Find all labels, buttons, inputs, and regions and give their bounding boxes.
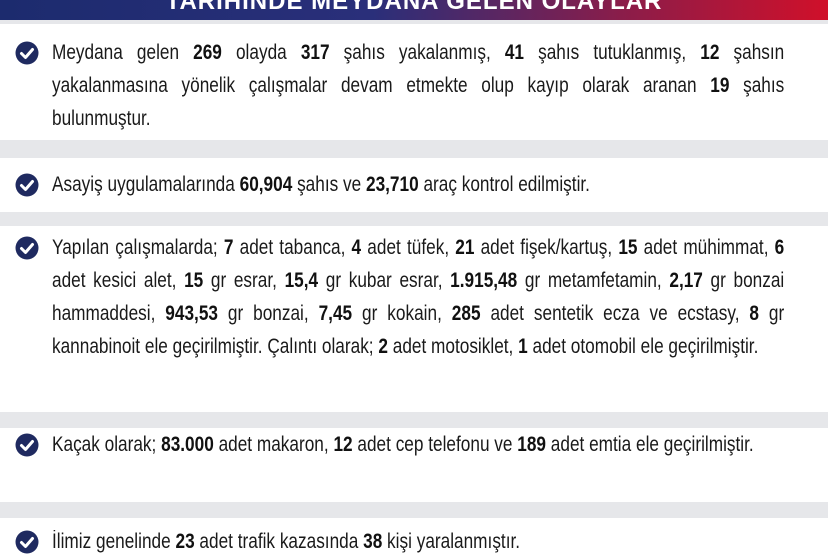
text-run: şahıs yakalanmış, [329,41,505,64]
bold-figure: 1.915,48 [450,269,518,292]
text-run: Meydana gelen [52,41,194,64]
bold-figure: 15 [184,269,204,292]
bold-figure: 2 [378,335,388,358]
bold-figure: 943,53 [165,302,218,325]
bold-figure: 2,17 [669,269,703,292]
text-run: adet kesici alet, [52,269,185,292]
bold-figure: 269 [193,41,222,64]
text-run: adet sentetik ecza ve ecstasy, [480,302,750,325]
check-icon [15,433,39,456]
text-run: adet mühimmat, [637,236,775,259]
text-run: adet motosiklet, [387,335,519,358]
text-run: gr bonzai hammaddesi, [52,269,785,325]
bullet-item: Kaçak olarak; 83.000 adet makaron, 12 ad… [0,428,828,502]
text-run: adet fişek/kartuş, [474,236,619,259]
bold-figure: 8 [749,302,759,325]
text-run: şahıs bulunmuştur. [52,74,785,130]
bullet-item: Yapılan çalışmalarda; 7 adet tabanca, 4 … [0,226,828,412]
bold-figure: 7,45 [318,302,353,325]
text-run: Asayiş uygulamalarında [52,173,240,196]
bold-figure: 1 [518,335,528,358]
text-run: gr metamfetamin, [517,269,670,292]
bold-figure: 4 [351,236,362,259]
bullet-text: İlimiz genelinde 23 adet trafik kazasınd… [52,525,784,558]
bullet-text: Yapılan çalışmalarda; 7 adet tabanca, 4 … [52,231,784,363]
bold-figure: 41 [504,41,525,64]
bold-figure: 23 [175,530,195,553]
check-icon [15,530,39,553]
text-run: şahıs ve [292,173,366,196]
text-run: gr kokain, [352,302,452,325]
check-icon [15,41,39,64]
bold-figure: 317 [300,41,330,64]
text-run: gr bonzai, [217,302,319,325]
text-run: adet makaron, [213,433,334,456]
bullet-item: Asayiş uygulamalarında 60,904 şahıs ve 2… [0,158,828,212]
check-icon [15,173,39,196]
text-run: olayda [221,41,301,64]
bullet-item: Meydana gelen 269 olayda 317 şahıs yakal… [0,24,828,140]
bold-figure: 19 [710,74,730,97]
bold-figure: 23,710 [365,173,419,196]
text-run: Yapılan çalışmalarda; [52,236,224,259]
text-run: şahıs tutuklanmış, [524,41,701,64]
bold-figure: 7 [223,236,234,259]
text-run: adet trafik kazasında [194,530,364,553]
bold-figure: 15 [618,236,638,259]
text-run: araç kontrol edilmiştir. [418,173,590,196]
bold-figure: 15,4 [284,269,319,292]
text-run: gr kubar esrar, [318,269,451,292]
text-run: adet cep telefonu ve [352,433,518,456]
bold-figure: 12 [333,433,353,456]
text-run: şahsın yakalanmasına yönelik çalışmalar … [52,41,785,97]
text-run: adet tüfek, [361,236,456,259]
bullet-text: Meydana gelen 269 olayda 317 şahıs yakal… [52,36,784,135]
text-run: adet tabanca, [233,236,352,259]
bold-figure: 21 [455,236,475,259]
bold-figure: 285 [451,302,481,325]
text-run: gr kannabinoit ele geçirilmiştir. Çalınt… [52,302,785,358]
text-run: adet emtia ele geçirilmiştir. [546,433,754,456]
text-run: İlimiz genelinde [52,530,176,553]
bold-figure: 189 [517,433,547,456]
bullet-text: Kaçak olarak; 83.000 adet makaron, 12 ad… [52,428,784,461]
text-run: adet otomobil ele geçirilmiştir. [527,335,759,358]
header-band: TARİHİNDE MEYDANA GELEN OLAYLAR [0,0,828,20]
check-icon [15,236,39,259]
bold-figure: 83.000 [161,433,214,456]
bold-figure: 6 [774,236,785,259]
text-run: Kaçak olarak; [52,433,162,456]
bold-figure: 60,904 [239,173,293,196]
text-run: kişi yaralanmıştır. [382,530,521,553]
text-run: gr esrar, [203,269,285,292]
bold-figure: 38 [363,530,383,553]
bold-figure: 12 [700,41,720,64]
header-title: TARİHİNDE MEYDANA GELEN OLAYLAR [165,0,663,15]
bullet-text: Asayiş uygulamalarında 60,904 şahıs ve 2… [52,168,784,201]
bullet-item: İlimiz genelinde 23 adet trafik kazasınd… [0,518,828,558]
